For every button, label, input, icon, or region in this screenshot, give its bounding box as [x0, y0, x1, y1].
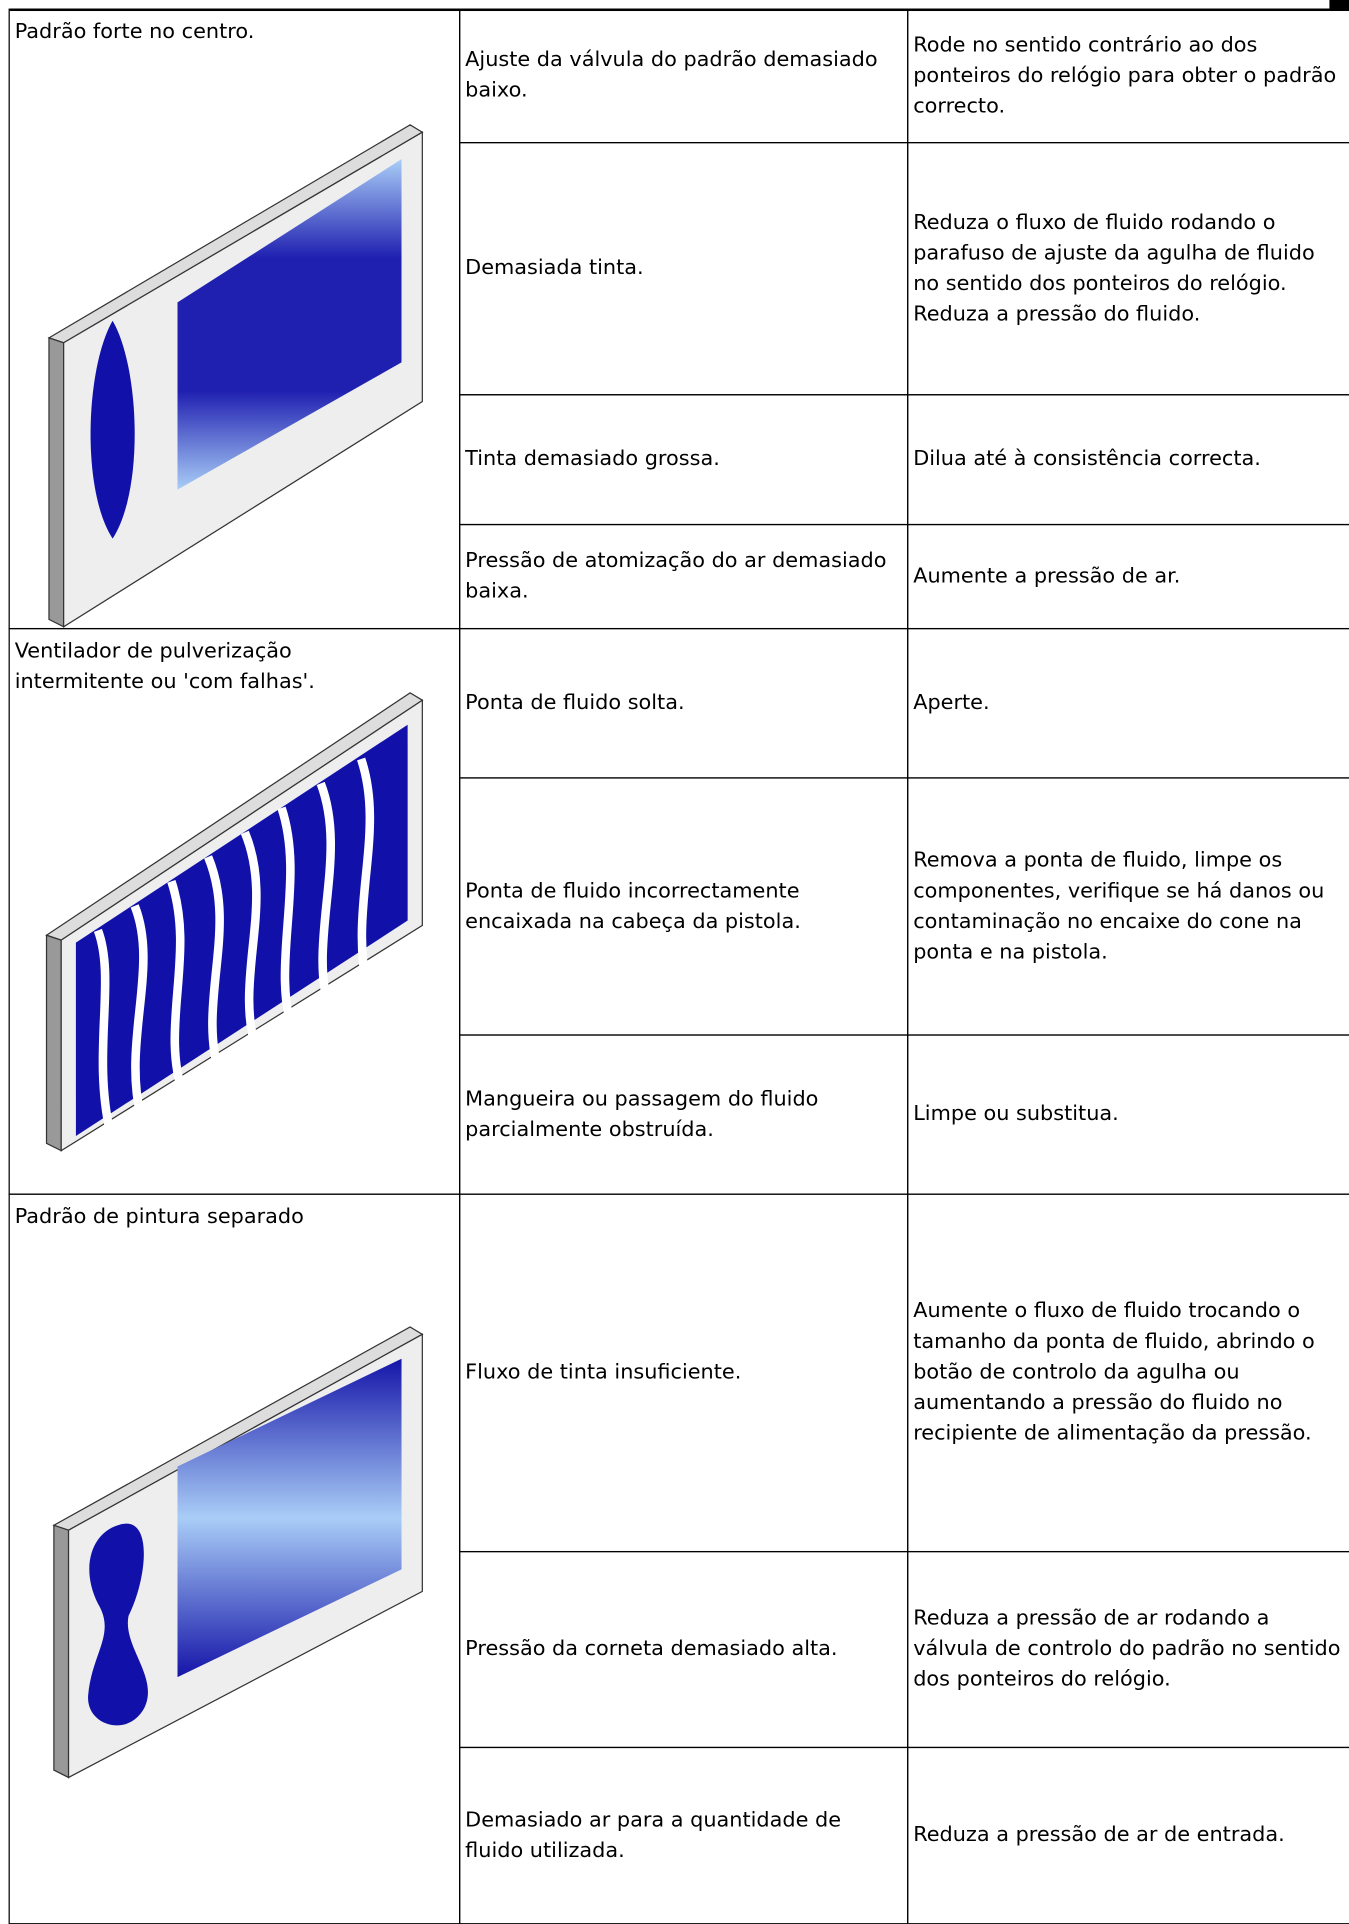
problem: Padrão forte no centro.	[14, 19, 255, 45]
problem-cell: Padrão de pintura separado	[8, 1193, 461, 1924]
solution: Reduza a pressão de ar rodando a válvula…	[907, 1550, 1349, 1749]
corner-mark	[1329, 0, 1349, 9]
problem: Ventilador de pulverização intermitente …	[14, 639, 315, 695]
problem-cell: Ventilador de pulverização intermitente …	[8, 627, 461, 1195]
cause: Mangueira ou passagem do fluido parcialm…	[459, 1034, 909, 1195]
board-3	[52, 1326, 424, 1779]
solution: Rode no sentido contrário ao dos ponteir…	[907, 8, 1349, 144]
cause: Fluxo de tinta insuficiente.	[459, 1193, 909, 1553]
solution: Reduza o fluxo de fluido rodando o paraf…	[907, 142, 1349, 396]
cause: Pressão da corneta demasiado alta.	[459, 1550, 909, 1749]
cause: Ponta de fluido incorrectamente encaixad…	[459, 777, 909, 1036]
solution: Dilua até à consistência correcta.	[907, 394, 1349, 526]
cause: Ponta de fluido solta.	[459, 627, 909, 779]
board-2	[45, 692, 424, 1152]
problem-cell: Padrão forte no centro.	[8, 8, 461, 630]
solution: Aperte.	[907, 627, 1349, 779]
solution: Remova a ponta de fluido, limpe os compo…	[907, 777, 1349, 1036]
top-rule	[9, 8, 1349, 12]
solution: Aumente a pressão de ar.	[907, 523, 1349, 630]
problem: Padrão de pintura separado	[14, 1204, 304, 1230]
solution: Limpe ou substitua.	[907, 1034, 1349, 1195]
board-1	[47, 124, 424, 628]
solution: Reduza a pressão de ar de entrada.	[907, 1746, 1349, 1924]
solution: Aumente o fluxo de fluido trocando o tam…	[907, 1193, 1349, 1553]
cause: Demasiada tinta.	[459, 142, 909, 396]
cause: Tinta demasiado grossa.	[459, 394, 909, 526]
cause: Demasiado ar para a quantidade de fluido…	[459, 1746, 909, 1924]
cause: Pressão de atomização do ar demasiado ba…	[459, 523, 909, 630]
cause: Ajuste da válvula do padrão demasiado ba…	[459, 8, 909, 144]
